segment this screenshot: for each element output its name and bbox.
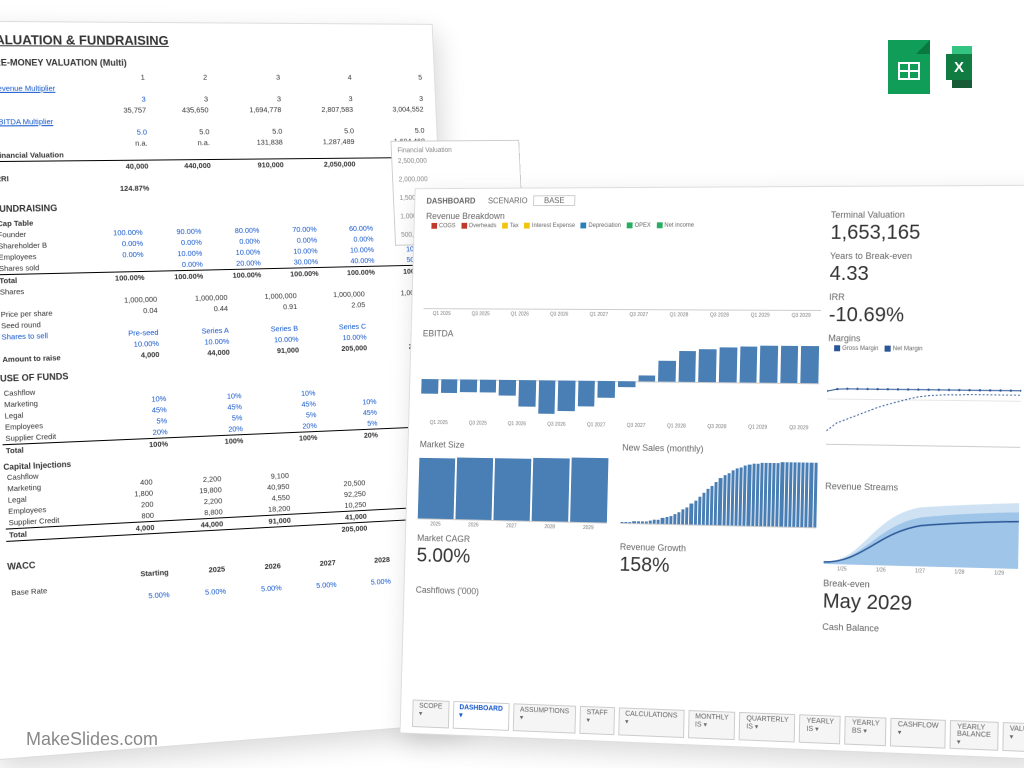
tab-dashboard[interactable]: DASHBOARD ▾ — [452, 701, 509, 731]
tab-quarterly-is[interactable]: QUARTERLY IS ▾ — [739, 712, 796, 743]
market-size-title: Market Size — [420, 439, 609, 452]
years-breakeven-value: 4.33 — [829, 263, 1023, 287]
revenue-streams-chart — [824, 493, 1020, 569]
market-cagr-value: 5.00% — [416, 544, 606, 572]
app-icons: X — [888, 40, 994, 94]
terminal-valuation-label: Terminal Valuation — [831, 209, 1024, 220]
market-size-chart — [418, 451, 609, 524]
tab-staff[interactable]: STAFF ▾ — [579, 706, 614, 735]
new-sales-title: New Sales (monthly) — [622, 442, 818, 455]
valuation-spreadsheet: VALUATION & FUNDRAISING PRE-MONEY VALUAT… — [0, 21, 464, 761]
tab-valuation[interactable]: VALUATION ▾ — [1002, 722, 1024, 753]
revenue-breakdown-title: Revenue Breakdown — [426, 210, 823, 221]
use-of-funds-table: CashflowMarketing10%10%10%Legal45%45%45%… — [0, 372, 441, 456]
tab-yearly-bs[interactable]: YEARLY BS ▾ — [845, 716, 887, 746]
tab-scope[interactable]: SCOPE ▾ — [412, 699, 449, 728]
premoney-heading: PRE-MONEY VALUATION (Multi) — [0, 57, 424, 68]
tab-yearly-is[interactable]: YEARLY IS ▾ — [799, 714, 841, 744]
revenue-breakdown-chart — [424, 230, 823, 310]
revenue-axis: Q1 2025Q3 2025Q1 2026Q3 2026Q1 2027Q3 20… — [423, 311, 820, 319]
tab-monthly-is[interactable]: MONTHLY IS ▾ — [688, 710, 736, 740]
tab-cashflow[interactable]: CASHFLOW ▾ — [890, 718, 946, 749]
tab-yearly-balance[interactable]: YEARLY BALANCE ▾ — [950, 720, 999, 751]
breakeven-value: May 2029 — [823, 590, 1018, 619]
revenue-legend: COGSOverheadsTaxInterest ExpenseDeprecia… — [426, 222, 823, 229]
google-sheets-icon — [888, 40, 930, 94]
watermark: MakeSlides.com — [26, 729, 158, 750]
shares-table: Shares 1,000,0001,000,0001,000,0001,000,… — [0, 276, 437, 365]
dashboard-header: DASHBOARD SCENARIO BASE — [426, 194, 1024, 206]
excel-icon: X — [952, 40, 994, 94]
revenue-growth-value: 158% — [619, 553, 815, 581]
irr-value: -10.69% — [829, 304, 1023, 328]
years-breakeven-label: Years to Break-even — [830, 251, 1024, 261]
premoney-table: 12345 Revenue Multiplier 33333 35,757435… — [0, 72, 430, 196]
ebitda-chart — [421, 340, 821, 423]
cash-balance-title: Cash Balance — [822, 621, 1017, 637]
irr-label: IRR — [829, 292, 1023, 303]
tab-calculations[interactable]: CALCULATIONS ▾ — [618, 707, 685, 738]
cashflows-title: Cashflows ('000) — [416, 584, 815, 605]
sheet-title: VALUATION & FUNDRAISING — [0, 32, 424, 49]
dashboard-spreadsheet: DASHBOARD SCENARIO BASE Revenue Breakdow… — [400, 185, 1024, 760]
tab-assumptions[interactable]: ASSUMPTIONS ▾ — [513, 703, 576, 733]
ebitda-title: EBITDA — [423, 328, 821, 341]
new-sales-chart — [620, 454, 817, 528]
sheet-tabs: SCOPE ▾DASHBOARD ▾ASSUMPTIONS ▾STAFF ▾CA… — [412, 699, 1022, 751]
terminal-valuation-value: 1,653,165 — [830, 221, 1024, 245]
scenario-selector[interactable]: BASE — [533, 195, 575, 206]
